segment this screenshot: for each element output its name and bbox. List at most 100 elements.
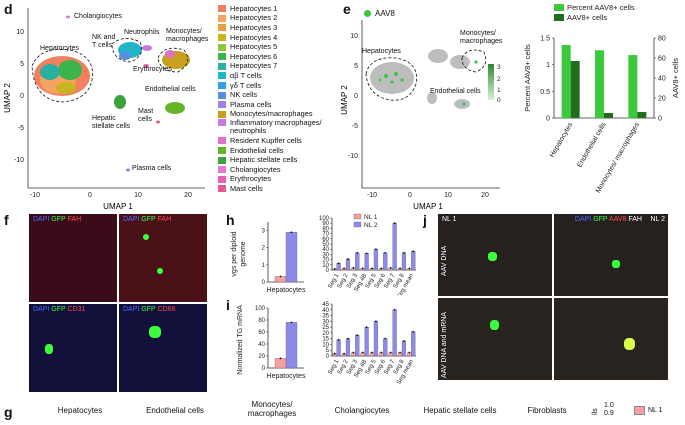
i-right-bar-point [384,337,387,340]
i-right-bar-point [343,352,345,355]
d-legend-swatch [218,91,226,99]
e-bar-percent [561,44,571,118]
e-ytick: 5 [354,63,358,70]
panel-h-left-chart: 0 1 2 3 vgs per diploid genome Hepatocytes [231,222,306,294]
h-right-ytick: 70 [322,232,329,238]
h-right-bar [383,252,388,271]
i-right-ytick: 45 [322,302,329,308]
d-ytick: -10 [14,157,24,164]
d-legend-label: NK cells [230,90,258,100]
j-tile-1: NL 1 AAV DNA [438,214,552,296]
h-right-ytick: 60 [322,237,329,243]
h-right-bar-point [361,267,364,270]
e-bar-category: Endothelial cells [576,121,608,169]
i-right-ytick: 35 [322,314,329,320]
d-xtick: -10 [30,192,40,199]
h-right-bar-point [408,267,411,270]
d-legend-label: Hepatocytes 6 [230,51,278,61]
d-label-hepatocytes: Hepatocytes [40,45,79,52]
d-legend-label: Inflammatory macrophages/ neutrophils [230,118,322,136]
d-legend-item: Hepatocytes 1 [218,4,328,14]
d-legend-swatch [218,119,226,127]
d-legend-label: Plasma cells [230,99,272,109]
e-bar-ytick-right: 40 [658,76,666,83]
i-right-bar [364,326,369,357]
d-legend-label: Erythrocytes [230,174,272,184]
h-right-bar [355,252,360,271]
h-right-bar-point [343,267,345,270]
e-bar-legend-label: AAV8+ cells [567,13,607,22]
i-right-bar-point [371,351,373,354]
g-celltype: Endothelial cells [146,406,204,415]
h-right-bar [364,253,369,271]
d-xtick: 20 [184,192,192,199]
h-right-bar-point [403,251,405,254]
d-legend-item: Inflammatory macrophages/ neutrophils [218,119,328,136]
d-legend-swatch [218,82,226,90]
h-left-bar-point [290,231,293,234]
e-label-mono: Monocytes/ macrophages [460,30,503,45]
d-label-mast: Mast cells [138,108,154,123]
h-right-bar-point [371,267,373,270]
f-tile-1: DAPI GFP FAH [29,214,117,302]
d-legend-item: Cholangiocytes [218,165,328,175]
d-legend-label: γδ T cells [230,80,262,90]
panel-d-umap: -10 0 10 20 10 5 0 -5 -10 UMAP 1 UMAP 2 [3,8,205,211]
d-legend-label: Hepatocytes 4 [230,32,278,42]
d-legend-swatch [218,156,226,164]
i-right-bar-point [333,352,336,355]
e-bar-category: Hepatocytes [549,121,575,159]
i-xlabel: Hepatocytes [267,373,306,380]
panel-g-letter: g [4,404,13,420]
h-right-ytick: 80 [322,226,329,232]
d-ytick: 10 [16,29,24,36]
e-ytick: 0 [354,93,358,100]
i-right-ytick: 20 [322,331,329,337]
e-bar-legend-swatch [554,4,564,11]
i-left-ytick: 40 [258,342,265,348]
d-legend-swatch [218,53,226,61]
i-left-ytick: 20 [258,354,265,360]
e-ytick: -10 [348,153,358,160]
g-celltype: Monocytes/ macrophages [247,400,297,418]
j-tile-4 [554,298,668,380]
f-tile-4: DAPI GFP CD68 [119,304,207,392]
h-right-bar-point [393,222,396,225]
i-right-bar-point [408,351,411,354]
i-right-bar-point [347,337,349,340]
d-legend-item: γδ T cells [218,81,328,91]
e-bar-ytick-right: 0 [658,116,662,123]
e-bar-count [604,113,613,118]
h-right-ytick: 50 [322,242,329,248]
g-cut-tick: 0.9 [604,410,614,417]
h-right-bar-point [399,267,401,270]
j-tile-2: DAPI GFP AAV8 FAH NL 2 [554,214,668,296]
h-right-ytick: 100 [319,216,330,222]
h-left-ytick: 0 [262,280,266,286]
gfp-cell [624,338,635,350]
d-legend-item: Hepatocytes 6 [218,52,328,62]
e-bar-count [637,112,647,118]
i-right-bar-point [403,340,405,342]
d-legend-item: Hepatocytes 4 [218,33,328,43]
d-label-neutrophils: Neutrophils [124,29,160,36]
d-legend-label: αβ T cells [230,70,262,80]
d-legend-label: Hepatocytes 1 [230,3,278,13]
gfp-cell [488,252,497,261]
i-right-bar-point [352,351,355,354]
h-right-bar-point [347,258,349,260]
d-legend-item: Hepatocytes 2 [218,14,328,24]
i-left-bar [274,358,287,369]
f-tile-3-label: DAPI GFP CD31 [33,306,86,313]
i-left-bar [285,322,298,369]
d-legend-swatch [218,14,226,22]
e-label-hepatocytes: Hepatocytes [362,48,401,55]
aav8-dot-icon [364,10,371,17]
i-left-bar-point [290,321,293,324]
h-right-bar [345,258,351,271]
h-right-bar [336,263,341,271]
panel-f-letter: f [4,212,9,228]
d-legend-swatch [218,110,226,118]
h-right-ytick: 40 [322,247,329,253]
